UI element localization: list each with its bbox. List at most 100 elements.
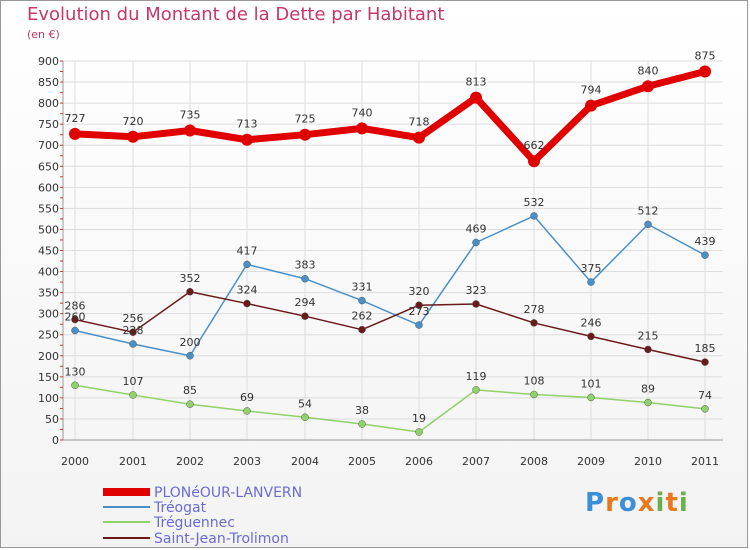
data-point: [701, 358, 709, 366]
data-point: [186, 400, 194, 408]
data-label: 215: [638, 329, 659, 342]
legend-label: Tréguennec: [153, 515, 235, 531]
data-label: 735: [180, 108, 201, 121]
x-tick-label: 2009: [577, 455, 605, 468]
data-point: [71, 315, 79, 324]
data-label: 19: [412, 412, 426, 425]
data-label: 256: [123, 312, 144, 325]
data-label: 323: [466, 284, 487, 297]
data-label: 185: [695, 342, 716, 355]
x-tick-label: 2001: [119, 455, 147, 468]
data-label: 262: [352, 310, 373, 323]
y-tick-label: 350: [38, 287, 59, 300]
logo-letter: i: [678, 488, 689, 518]
data-label: 532: [524, 196, 545, 209]
data-point: [642, 80, 654, 93]
y-tick-label: 400: [38, 266, 59, 279]
data-label: 813: [466, 76, 487, 89]
y-tick-label: 550: [38, 202, 59, 215]
data-point: [358, 296, 366, 305]
data-point: [530, 390, 538, 399]
logo-letter: i: [655, 488, 666, 518]
x-tick-label: 2004: [291, 455, 319, 468]
data-label: 383: [295, 259, 316, 272]
y-tick-label: 250: [38, 329, 59, 342]
y-tick-label: 600: [38, 181, 59, 194]
grid: [60, 60, 723, 441]
data-point: [472, 386, 480, 394]
data-label: 107: [123, 375, 144, 388]
data-point: [470, 91, 482, 104]
x-tick-label: 2008: [520, 455, 548, 468]
y-tick-label: 500: [38, 223, 59, 236]
series-line: [74, 384, 706, 433]
data-point: [415, 428, 423, 436]
data-label: 727: [65, 112, 86, 125]
logo-letter: x: [637, 488, 656, 518]
legend-label: Tréogat: [153, 500, 207, 516]
data-point: [186, 288, 194, 296]
data-label: 286: [65, 300, 86, 313]
data-label: 200: [180, 336, 201, 349]
x-tick-label: 2007: [462, 455, 490, 468]
data-point: [699, 65, 711, 78]
data-point: [301, 274, 309, 283]
series-lines: [69, 65, 711, 436]
data-label: 718: [409, 116, 430, 129]
x-axis-ticks: 2000 2001 2002 2003 2004 2005 2006 2007 2008 2009…: [61, 455, 719, 468]
data-label: 375: [581, 262, 602, 275]
data-point: [129, 391, 137, 399]
data-point: [71, 326, 79, 335]
data-label: 294: [295, 296, 316, 309]
data-label: 417: [237, 244, 258, 257]
data-point: [644, 398, 652, 407]
y-tick-label: 700: [38, 139, 59, 152]
y-tick-label: 100: [38, 392, 59, 405]
data-label: 324: [237, 284, 258, 297]
series-line: [74, 291, 706, 363]
data-label: 320: [409, 285, 430, 298]
data-point: [530, 212, 538, 220]
y-tick-label: 850: [38, 76, 59, 89]
y-tick-label: 0: [52, 434, 59, 447]
data-point: [301, 413, 309, 422]
series-line: [74, 68, 706, 165]
data-label: 119: [466, 370, 487, 383]
data-point: [127, 130, 139, 143]
data-point: [701, 251, 709, 259]
data-point: [129, 340, 137, 348]
data-label: 246: [581, 316, 602, 329]
data-point: [243, 407, 251, 415]
data-point: [71, 381, 79, 390]
data-point: [528, 155, 540, 168]
data-label: 54: [298, 397, 312, 410]
data-point: [644, 220, 652, 229]
chart-title: Evolution du Montant de la Dette par Hab…: [27, 4, 445, 25]
y-tick-label: 750: [38, 118, 59, 131]
y-tick-label: 50: [45, 413, 59, 426]
data-label: 85: [183, 384, 197, 397]
data-point: [358, 325, 366, 334]
data-point: [299, 128, 311, 141]
y-tick-label: 900: [38, 55, 59, 68]
y-tick-label: 650: [38, 160, 59, 173]
data-point: [184, 124, 196, 137]
data-point: [358, 420, 366, 428]
y-axis-ticks: 0 50 100 150 200 250 300 350 400 450 500 550 600 650 7…: [38, 55, 59, 447]
data-label: 228: [123, 324, 144, 337]
data-point: [472, 300, 480, 308]
chart-unit: (en €): [27, 28, 60, 41]
data-label: 331: [352, 281, 373, 294]
data-label: 512: [638, 204, 659, 217]
y-tick-label: 800: [38, 97, 59, 110]
data-label: 278: [524, 303, 545, 316]
data-point: [587, 278, 595, 286]
data-label: 74: [698, 389, 712, 402]
data-label: 273: [409, 305, 430, 318]
logo-letter: t: [665, 488, 679, 518]
x-tick-label: 2011: [691, 455, 719, 468]
y-tick-label: 300: [38, 308, 59, 321]
data-label: 439: [695, 235, 716, 248]
x-tick-label: 2002: [176, 455, 204, 468]
series-line: [74, 215, 706, 357]
